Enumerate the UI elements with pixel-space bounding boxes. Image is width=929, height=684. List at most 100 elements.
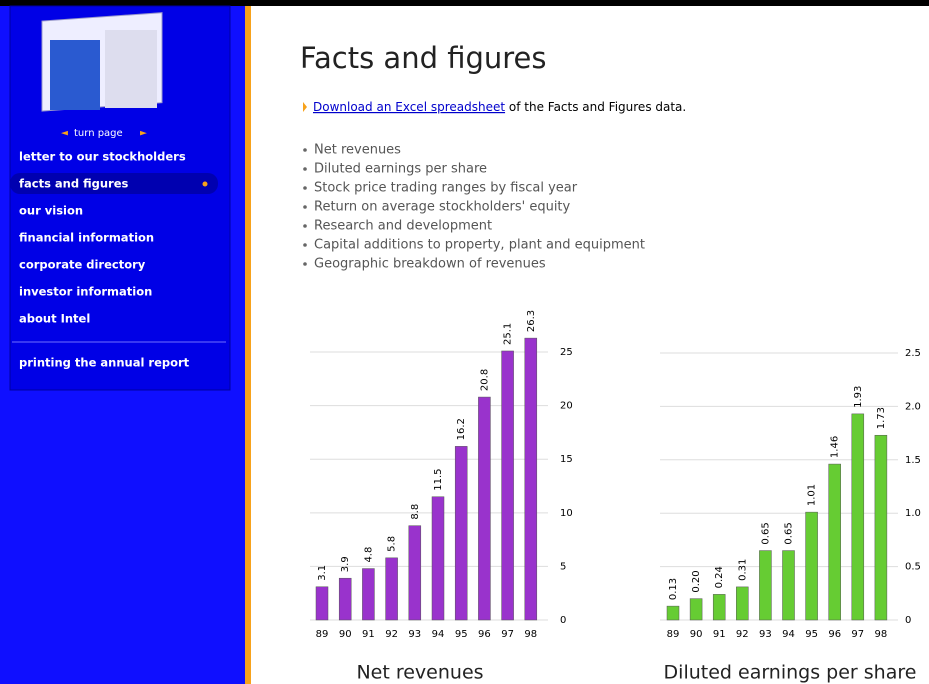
value-label: 26.3 <box>526 310 537 332</box>
value-label: 8.8 <box>410 504 421 520</box>
link-suffix: of the Facts and Figures data. <box>505 100 686 114</box>
bullet-dot <box>303 186 307 190</box>
thumbnail-right <box>105 30 157 108</box>
y-tick-label: 10 <box>560 508 573 519</box>
x-tick-label: 94 <box>782 629 795 640</box>
bar <box>759 550 772 621</box>
bar <box>338 577 352 621</box>
value-label: 11.5 <box>433 468 444 490</box>
menu-item[interactable]: financial information <box>19 231 154 245</box>
bar <box>408 525 422 621</box>
y-tick-label: 0.5 <box>905 562 921 573</box>
value-label: 1.01 <box>807 484 818 506</box>
y-tick-label: 0 <box>905 615 911 626</box>
value-label: 4.8 <box>363 547 374 563</box>
bar <box>315 586 329 621</box>
turn-page[interactable]: turn page <box>74 128 123 139</box>
chart-title: Net revenues <box>356 662 483 684</box>
menu-item[interactable]: letter to our stockholders <box>19 150 186 164</box>
bullet-dot <box>303 243 307 247</box>
value-label: 0.13 <box>668 578 679 600</box>
bar <box>524 337 538 621</box>
x-tick-label: 96 <box>478 629 491 640</box>
value-label: 25.1 <box>503 323 514 345</box>
bar <box>851 413 865 621</box>
x-tick-label: 96 <box>828 629 841 640</box>
bar <box>431 496 445 621</box>
chart-title: Diluted earnings per share <box>664 662 917 684</box>
x-tick-label: 97 <box>851 629 864 640</box>
arrow-left[interactable]: ◄ <box>61 129 68 139</box>
value-label: 1.46 <box>830 436 841 458</box>
y-tick-label: 20 <box>560 401 573 412</box>
bullet-item: Return on average stockholders' equity <box>314 200 571 215</box>
bar <box>362 568 375 621</box>
arrow-right[interactable]: ► <box>140 129 147 139</box>
x-tick-label: 91 <box>362 629 375 640</box>
x-tick-label: 94 <box>432 629 445 640</box>
y-tick-label: 15 <box>560 454 573 465</box>
bar <box>689 598 703 621</box>
value-label: 0.31 <box>737 559 748 581</box>
bar <box>385 557 398 621</box>
bar <box>782 550 795 621</box>
bullet-dot <box>303 262 307 266</box>
x-tick-label: 89 <box>667 629 680 640</box>
bar <box>666 605 680 621</box>
value-label: 0.24 <box>714 566 725 588</box>
bullet-item: Geographic breakdown of revenues <box>314 257 546 272</box>
menu-item[interactable]: investor information <box>19 285 152 299</box>
active-dot <box>202 181 208 187</box>
x-tick-label: 93 <box>408 629 421 640</box>
value-label: 1.93 <box>853 386 864 408</box>
bar <box>736 586 749 621</box>
bullet-dot <box>303 148 307 152</box>
y-tick-label: 1.5 <box>905 455 921 466</box>
menu-item[interactable]: corporate directory <box>19 258 146 272</box>
value-label: 20.8 <box>479 369 490 391</box>
menu-item[interactable]: facts and figures <box>19 177 129 191</box>
x-tick-label: 91 <box>713 629 726 640</box>
bar <box>454 446 468 621</box>
value-label: 0.65 <box>784 522 795 544</box>
x-tick-label: 92 <box>385 629 398 640</box>
value-label: 16.2 <box>456 418 467 440</box>
thumbnail-left <box>50 40 100 110</box>
value-label: 0.20 <box>691 570 702 592</box>
bar <box>874 434 888 621</box>
x-tick-label: 93 <box>759 629 772 640</box>
menu-item[interactable]: about Intel <box>19 312 90 326</box>
bullet-dot <box>303 167 307 171</box>
y-tick-label: 0 <box>560 615 566 626</box>
bullet-item: Stock price trading ranges by fiscal yea… <box>314 181 578 196</box>
link-arrow <box>303 102 307 112</box>
value-label: 3.1 <box>317 565 328 581</box>
x-tick-label: 89 <box>316 629 329 640</box>
x-tick-label: 95 <box>455 629 468 640</box>
page-title: Facts and figures <box>300 41 547 75</box>
x-tick-label: 95 <box>805 629 818 640</box>
orange-stripe <box>245 6 251 684</box>
link-line: Download an Excel spreadsheet of the Fac… <box>313 100 686 114</box>
x-tick-label: 90 <box>690 629 703 640</box>
bullet-dot <box>303 224 307 228</box>
menu-item[interactable]: our vision <box>19 204 83 218</box>
value-label: 1.73 <box>876 407 887 429</box>
top-border <box>0 0 929 6</box>
excel-link[interactable]: Download an Excel spreadsheet <box>313 100 505 114</box>
x-tick-label: 97 <box>501 629 514 640</box>
report-thumbnail <box>41 12 163 112</box>
x-tick-label: 90 <box>339 629 352 640</box>
y-tick-label: 5 <box>560 561 566 572</box>
menu-highlight <box>10 173 218 194</box>
bullet-item: Net revenues <box>314 143 401 158</box>
value-label: 5.8 <box>387 536 398 552</box>
bar <box>501 350 514 621</box>
bullet-item: Diluted earnings per share <box>314 162 487 177</box>
y-tick-label: 2.5 <box>905 348 921 359</box>
x-tick-label: 92 <box>736 629 749 640</box>
bar <box>805 511 818 621</box>
bar <box>478 396 491 621</box>
menu-item[interactable]: printing the annual report <box>19 356 190 370</box>
